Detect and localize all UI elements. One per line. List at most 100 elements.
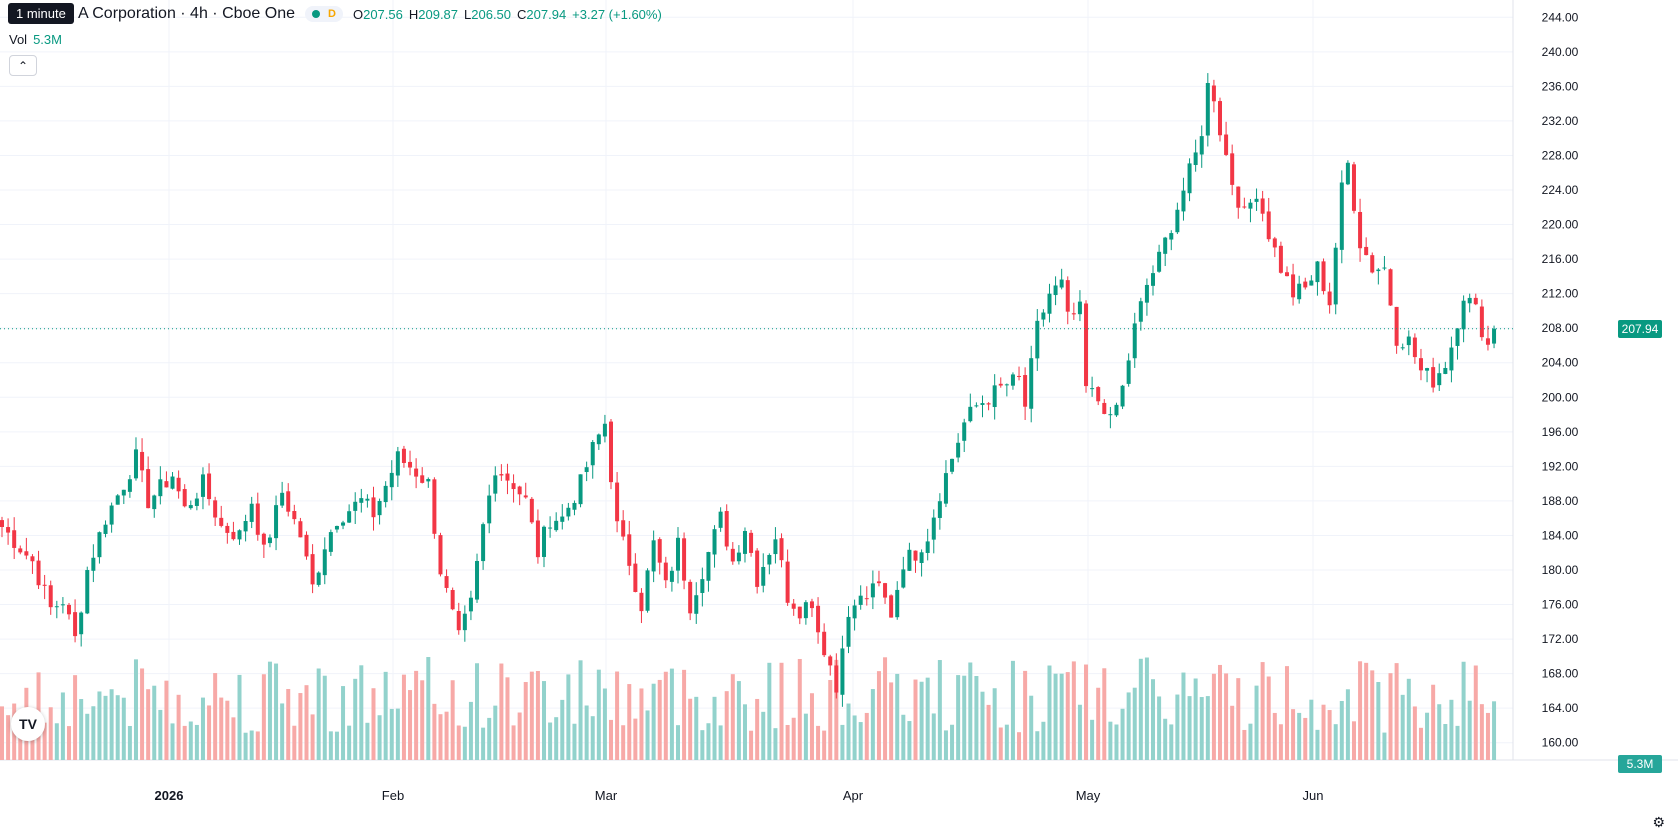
volume-bar [48, 707, 53, 760]
candle-body [91, 557, 96, 571]
open-key: O [352, 6, 364, 22]
last-volume-tag: 5.3M [1618, 755, 1662, 773]
volume-bar [1102, 668, 1107, 760]
volume-bar [609, 719, 613, 760]
volume-bar [560, 699, 565, 760]
candle-body [438, 535, 443, 575]
candle-body [1096, 387, 1101, 402]
volume-bar [219, 697, 224, 760]
volume-bar [109, 689, 114, 760]
candle-body [578, 474, 583, 505]
candle-body [158, 479, 163, 497]
volume-bar [365, 722, 370, 760]
candle-body [1431, 367, 1436, 388]
candle-body [1473, 297, 1478, 305]
candle-body [730, 548, 735, 562]
volume-bar [1364, 662, 1369, 760]
collapse-legend-button[interactable]: ⌃ [9, 55, 37, 76]
settings-icon[interactable]: ⚙ [1652, 814, 1665, 830]
candle-body [554, 520, 559, 531]
candle-body [341, 522, 346, 526]
candle-body [627, 534, 632, 566]
volume-bar [1059, 673, 1064, 760]
chevron-up-icon: ⌃ [17, 58, 29, 73]
candle-body [450, 590, 455, 610]
candle-body [864, 598, 869, 600]
candle-body [1114, 404, 1119, 416]
volume-bar [1248, 723, 1253, 760]
volume-bar [310, 714, 315, 760]
candle-body [1175, 209, 1180, 233]
volume-bar [304, 685, 309, 760]
volume-bar [700, 730, 705, 760]
volume-bar [1187, 696, 1192, 760]
candle-body [426, 479, 431, 482]
candle-body [572, 502, 577, 510]
volume-bar [243, 732, 248, 760]
volume-bar [341, 686, 346, 760]
volume-bar [395, 708, 400, 760]
candle-body [1297, 283, 1302, 300]
candle-body [1467, 297, 1472, 304]
volume-bar [1492, 701, 1497, 760]
volume-bar [1327, 710, 1332, 760]
volume-bar [1431, 684, 1436, 760]
candle-body [803, 602, 808, 619]
volume-bar [943, 730, 948, 760]
volume-bar [468, 701, 473, 760]
candle-body [401, 448, 406, 463]
volume-bar [511, 725, 516, 760]
volume-bar [152, 685, 157, 760]
volume-bar [316, 668, 321, 760]
volume-bar [85, 713, 90, 760]
volume-bar [578, 660, 583, 760]
volume-bar [1138, 658, 1143, 760]
candle-body [1400, 347, 1405, 349]
volume-bar [1144, 657, 1149, 760]
price-axis-label: 208.00 [1542, 321, 1579, 335]
volume-bar [1175, 694, 1180, 760]
volume-bar [91, 706, 96, 760]
volume-bar [481, 727, 486, 760]
candle-body [420, 475, 425, 483]
market-status-pill[interactable]: D [305, 6, 343, 22]
volume-bar [0, 706, 4, 760]
price-axis-label: 204.00 [1542, 356, 1579, 370]
volume-bar [133, 659, 138, 760]
volume-bar [1345, 689, 1350, 760]
volume-bar [1376, 681, 1381, 760]
volume-bar [1266, 676, 1271, 760]
high-value: 209.87 [418, 6, 459, 22]
volume-bar [663, 671, 668, 760]
candle-body [188, 505, 193, 509]
symbol-title[interactable]: A Corporation · 4h · Cboe One [78, 5, 296, 22]
candle-body [1278, 245, 1283, 273]
high-key: H [408, 6, 419, 22]
interval-tooltip: 1 minute [8, 3, 74, 24]
volume-bar [213, 673, 218, 760]
candle-body [85, 570, 90, 614]
volume-bar [334, 731, 339, 760]
volume-bar [1443, 724, 1448, 760]
volume-bar [706, 723, 711, 760]
candle-body [1321, 261, 1326, 292]
candle-body [834, 665, 839, 693]
candle-body [1358, 211, 1363, 249]
candle-body [60, 604, 65, 606]
volume-bar [736, 681, 741, 760]
candle-body [1376, 269, 1381, 272]
volume-bar [602, 688, 607, 760]
candle-body [566, 507, 571, 517]
candle-body [1181, 190, 1186, 212]
candle-body [1479, 306, 1484, 338]
candle-body [267, 537, 272, 544]
close-key: C [517, 6, 527, 22]
candle-body [688, 581, 693, 614]
volume-bar [79, 699, 84, 760]
volume-bar [773, 728, 778, 760]
candle-body [310, 554, 315, 585]
candle-body [383, 485, 388, 503]
tradingview-logo-icon[interactable]: TV [11, 707, 45, 741]
candle-body [219, 517, 224, 526]
